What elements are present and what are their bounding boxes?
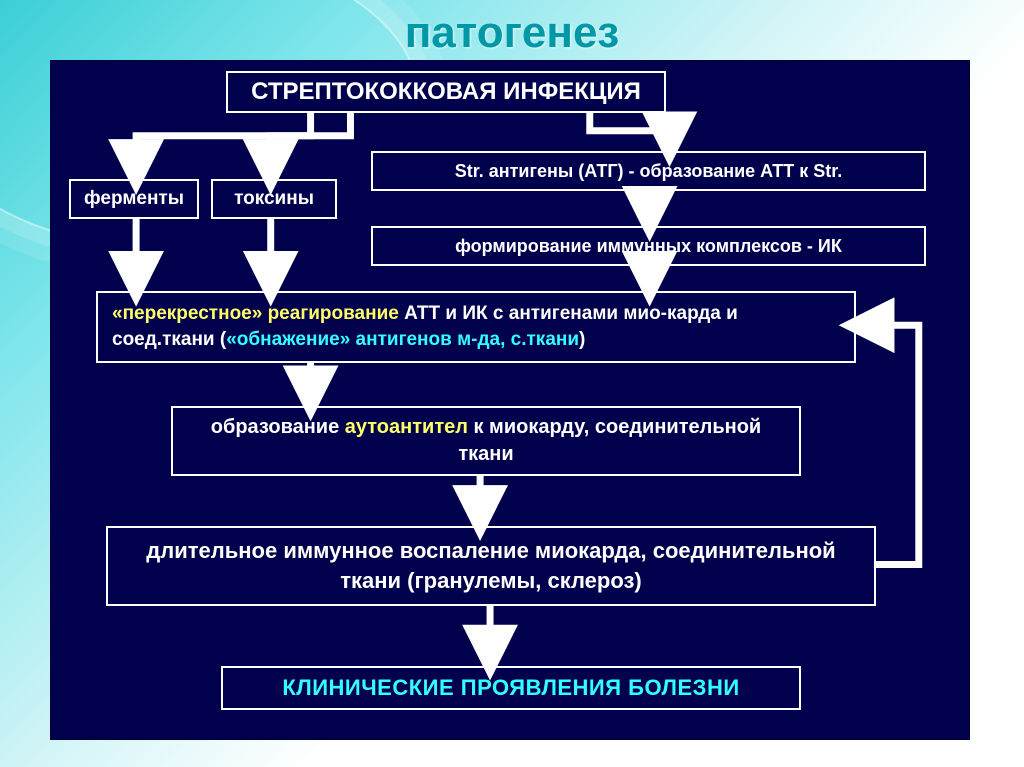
auto-post: к миокарду, соединительной ткани	[458, 416, 761, 465]
cross-react-att: АТТ	[399, 303, 440, 324]
node-enzymes: ферменты	[69, 179, 199, 219]
cross-react-close: )	[579, 329, 585, 350]
flowchart-canvas: СТРЕПТОКОККОВАЯ ИНФЕКЦИЯ ферменты токсин…	[50, 60, 970, 740]
node-inflammation: длительное иммунное воспаление миокарда,…	[106, 526, 876, 606]
node-immune-complex: формирование иммунных комплексов - ИК	[371, 226, 926, 266]
cross-react-text-1: «перекрестное» реагирование	[112, 303, 399, 324]
node-toxins: токсины	[211, 179, 337, 219]
auto-word: аутоантител	[345, 416, 468, 438]
node-clinical: КЛИНИЧЕСКИЕ ПРОЯВЛЕНИЯ БОЛЕЗНИ	[221, 666, 801, 710]
node-autoantibodies: образование аутоантител к миокарду, соед…	[171, 406, 801, 476]
node-antigens: Str. антигены (АТГ) - образование АТТ к …	[371, 151, 926, 191]
cross-react-mid: и	[440, 303, 462, 324]
cross-react-ik: ИК	[462, 303, 487, 324]
slide-title: патогенез	[0, 8, 1024, 58]
cross-react-expose: «обнажение» антигенов м-да, с.ткани	[226, 329, 579, 350]
node-root: СТРЕПТОКОККОВАЯ ИНФЕКЦИЯ	[226, 71, 666, 113]
node-cross-react: «перекрестное» реагирование АТТ и ИК с а…	[96, 291, 856, 363]
auto-pre: образование	[211, 416, 345, 438]
